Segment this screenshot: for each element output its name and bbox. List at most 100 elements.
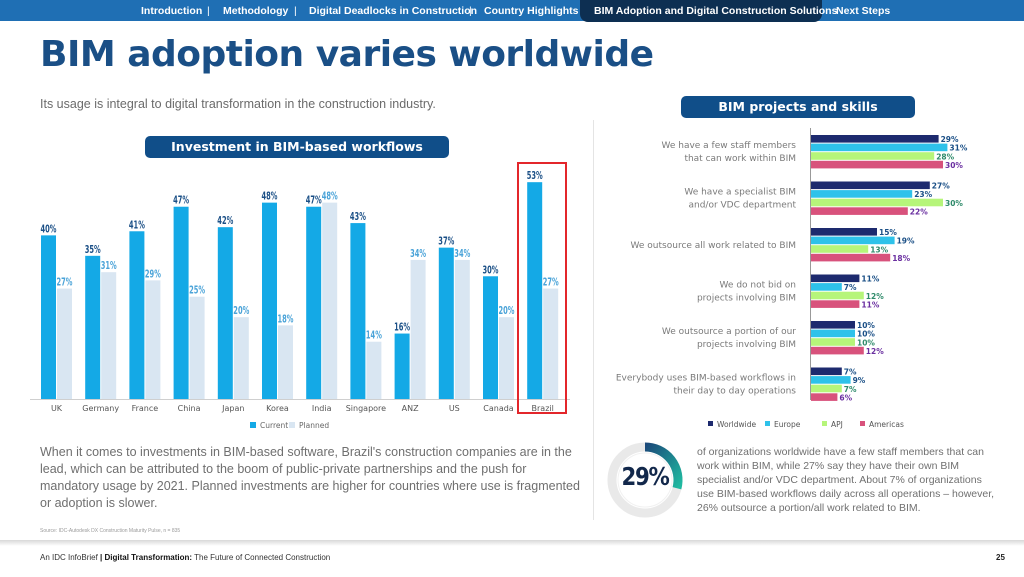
hbar-apj [811,152,935,160]
nav-tab-methodology[interactable]: Methodology [223,5,289,17]
brazil-highlight-box [517,162,567,414]
hbar-apj [811,245,869,253]
hbar-worldwide [811,321,855,329]
x-tick-label: Singapore [346,404,386,413]
bar-current-brazil [527,182,543,399]
hbar-value-label: 13% [870,245,888,254]
bar-value-label: 47% [306,194,322,207]
hbar-category-label: and/or VDC department [688,201,796,211]
legend-label-planned: Planned [299,421,329,430]
top-navigation-bar: Introduction | Methodology | Digital Dea… [0,0,1024,22]
hbar-value-label: 12% [866,292,884,301]
hbar-value-label: 31% [949,144,967,153]
hbar-category-label: We do not bid on [720,281,796,291]
bar-value-label: 48% [262,190,278,203]
legend-label-apj: APJ [831,420,843,429]
bar-current-singapore [350,223,366,399]
bar-planned-germany [101,272,117,399]
bar-value-label: 18% [278,312,294,325]
bar-planned-japan [233,317,249,399]
x-tick-label: Japan [221,404,244,413]
hbar-value-label: 29% [941,135,959,144]
footer-divider [0,540,1024,546]
hbar-category-label: projects involving BIM [697,294,796,304]
bar-current-korea [262,202,277,399]
bar-value-label: 20% [499,304,515,317]
legend-label-current: Current [260,421,288,430]
bar-value-label: 34% [454,247,470,260]
hbar-worldwide [811,135,939,143]
hbar-value-label: 7% [844,283,857,292]
page-subtitle: Its usage is integral to digital transfo… [40,97,436,111]
hbar-value-label: 28% [936,152,954,161]
bar-planned-uk [57,288,72,399]
hbar-category-label: projects involving BIM [697,340,796,350]
bar-value-label: 53% [527,169,543,182]
bar-value-label: 16% [394,321,410,334]
bar-value-label: 27% [57,276,73,289]
hbar-category-label: We have a few staff members [661,141,796,151]
x-tick-label: India [312,404,332,413]
nav-separator: | [469,5,472,17]
bar-value-label: 20% [233,304,249,317]
hbar-value-label: 22% [910,207,928,216]
hbar-value-label: 9% [853,376,866,385]
legend-swatch-europe [765,421,770,426]
hbar-value-label: 10% [857,321,875,330]
hbar-category-label: Everybody uses BIM-based workflows in [616,374,796,384]
page-number: 25 [996,553,1005,562]
footer-rest: The Future of Connected Construction [194,553,331,562]
hbar-value-label: 11% [861,300,879,309]
nav-tab-digital-deadlocks[interactable]: Digital Deadlocks in Construction [309,5,478,17]
bar-value-label: 31% [101,259,117,272]
hbar-worldwide [811,367,842,376]
bar-value-label: 35% [85,243,101,256]
hbar-americas [811,207,908,215]
nav-tab-next-steps[interactable]: Next Steps [836,5,891,17]
hbar-value-label: 19% [897,237,915,246]
legend-swatch-worldwide [708,421,713,426]
bim-skills-hbar-chart: 29%31%28%30%We have a few staff memberst… [616,128,968,429]
hbar-americas [811,300,860,308]
bar-current-france [129,231,145,399]
investment-bar-chart: 40% 27% UK 35%31% Germany 41% 29% France 47% 25% C… [30,169,570,430]
active-tab-indicator [580,0,822,22]
x-tick-label: UK [51,404,63,413]
bar-value-label: 25% [189,284,205,297]
x-tick-label: Brazil [532,404,554,413]
bar-value-label: 42% [217,214,233,227]
nav-tab-introduction[interactable]: Introduction [141,5,203,17]
hbar-value-label: 12% [866,347,884,356]
legend-label-europe: Europe [774,420,801,429]
hbar-category-label: that can work within BIM [684,154,796,164]
donut-inner [617,452,673,508]
hbar-europe [811,236,895,245]
legend-swatch-americas [860,421,865,426]
hbar-category-label: We have a specialist BIM [684,188,796,198]
hbar-value-label: 18% [892,254,910,263]
hbar-value-label: 10% [857,330,875,339]
bar-planned-us [454,259,470,399]
hbar-worldwide [811,181,930,190]
x-tick-label: France [132,404,159,413]
bar-current-anz [394,333,410,399]
hbar-europe [811,376,851,384]
hbar-europe [811,143,948,152]
legend-label-worldwide: Worldwide [717,420,756,429]
hbar-category-label: We outsource all work related to BIM [631,241,796,251]
hbar-category-label: their day to day operations [674,387,797,397]
bar-planned-france [145,280,161,399]
bar-planned-india [322,202,338,399]
hbar-value-label: 15% [879,228,897,237]
nav-tab-bim-adoption[interactable]: BIM Adoption and Digital Construction So… [594,5,838,17]
hbar-worldwide [811,274,860,283]
bar-value-label: 43% [350,210,366,223]
donut-chart [607,442,683,518]
hbar-apj [811,338,855,346]
hbar-value-label: 7% [844,385,857,394]
bar-current-germany [85,255,101,399]
hbar-apj [811,291,864,300]
nav-separator: | [207,5,210,17]
nav-tab-country-highlights[interactable]: Country Highlights [484,5,579,17]
hbar-apj [811,384,842,393]
